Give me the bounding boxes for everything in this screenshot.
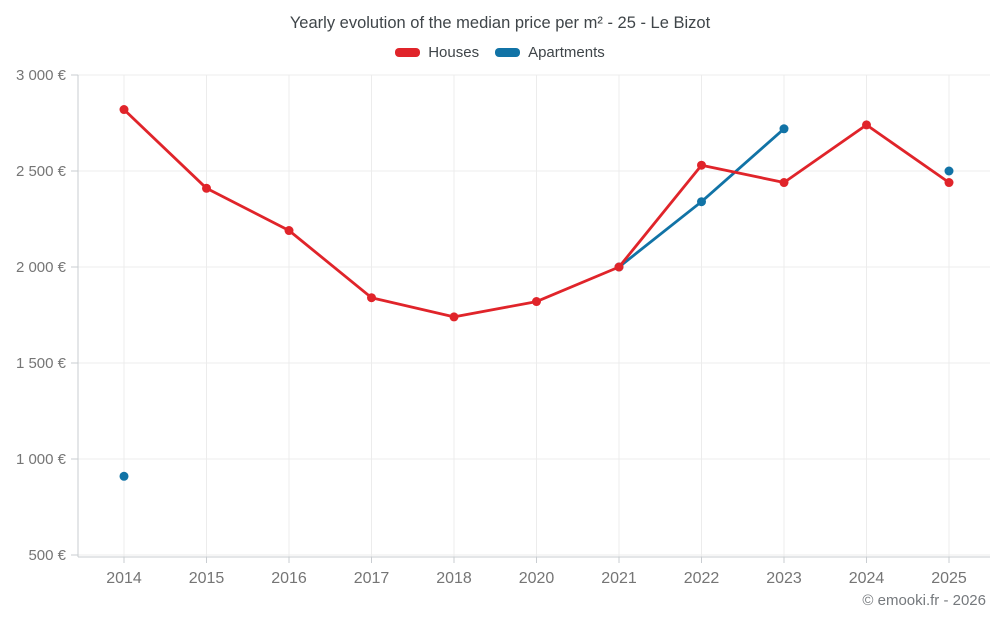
houses-point-2021[interactable] (614, 262, 624, 272)
x-axis-label: 2015 (189, 570, 225, 587)
apartments-legend-marker-icon (495, 48, 521, 57)
apartments-point-2014[interactable] (119, 471, 129, 481)
apartments-point-2023[interactable] (779, 124, 789, 134)
houses-point-2025[interactable] (944, 178, 954, 188)
houses-point-2015[interactable] (202, 183, 211, 193)
chart-title: Yearly evolution of the median price per… (289, 14, 711, 32)
y-axis-label: 500 € (28, 547, 66, 564)
x-axis-label: 2022 (684, 570, 720, 587)
apartments-point-2022[interactable] (697, 197, 706, 207)
x-axis-label: 2017 (354, 570, 390, 587)
y-axis-label: 2 500 € (16, 163, 67, 180)
houses-point-2022[interactable] (697, 160, 706, 170)
houses-point-2018[interactable] (449, 312, 459, 322)
houses-point-2014[interactable] (119, 105, 129, 115)
copyright-footer: © emooki.fr - 2026 (862, 592, 986, 609)
x-axis-label: 2016 (271, 570, 307, 587)
houses-legend-marker-icon (395, 48, 421, 57)
y-axis-label: 1 000 € (16, 451, 67, 468)
x-axis-label: 2025 (931, 570, 967, 587)
x-axis-label: 2021 (601, 570, 637, 587)
legend-item-houses[interactable]: Houses (395, 44, 479, 61)
houses-point-2023[interactable] (779, 178, 789, 188)
x-axis-label: 2014 (106, 570, 142, 587)
houses-point-2020[interactable] (532, 297, 541, 307)
x-axis-label: 2023 (766, 570, 802, 587)
x-axis-label: 2024 (849, 570, 885, 587)
y-axis-label: 1 500 € (16, 355, 67, 372)
houses-point-2024[interactable] (862, 120, 871, 130)
legend-label-houses: Houses (428, 44, 480, 61)
legend-label-apartments: Apartments (528, 44, 605, 61)
chart-legend: Houses Apartments (0, 44, 1000, 61)
houses-point-2017[interactable] (367, 293, 376, 303)
houses-point-2016[interactable] (284, 226, 294, 236)
y-axis-label: 2 000 € (16, 259, 67, 276)
x-axis-label: 2018 (436, 570, 472, 587)
y-axis-label: 3 000 € (16, 67, 67, 84)
apartments-point-2025[interactable] (944, 166, 954, 176)
x-axis-label: 2020 (519, 570, 555, 587)
legend-item-apartments[interactable]: Apartments (495, 44, 605, 61)
